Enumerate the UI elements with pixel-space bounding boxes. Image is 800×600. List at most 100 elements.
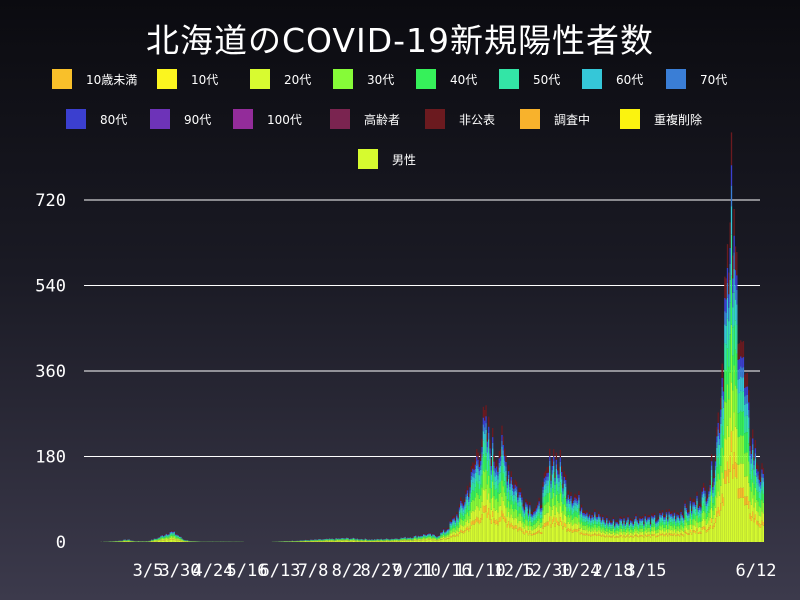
bar-segment (760, 485, 762, 489)
bar-segment (320, 541, 323, 542)
bar-segment (643, 525, 645, 528)
bar-segment (620, 523, 623, 526)
bar-segment (473, 463, 475, 470)
bar-segment (177, 539, 179, 541)
bar-segment (720, 416, 722, 424)
bar-segment (740, 366, 742, 377)
bar-segment (496, 466, 498, 471)
bar-segment (488, 432, 490, 440)
bar-segment (555, 452, 558, 460)
bar-segment (675, 519, 677, 521)
bar-segment (436, 540, 438, 542)
bar-segment (594, 511, 596, 514)
bar-segment (615, 525, 617, 528)
bar-segment (733, 208, 735, 236)
bar-segment (745, 432, 747, 453)
bar-segment (675, 523, 677, 526)
bar-segment (647, 522, 649, 525)
bar-segment (180, 537, 182, 539)
bar-segment (602, 516, 604, 519)
bar-segment (659, 518, 661, 522)
bar-segment (555, 468, 558, 475)
bar-segment (489, 440, 491, 449)
bar-segment (641, 520, 644, 523)
bar-segment (359, 541, 361, 542)
bar-segment (489, 475, 491, 489)
bar-segment (633, 519, 636, 521)
bar-segment (606, 519, 608, 521)
bar-segment (648, 534, 650, 537)
bar-segment (507, 521, 510, 526)
bar-segment (457, 518, 459, 521)
bar-segment (685, 504, 688, 508)
bar-segment (558, 468, 560, 475)
bar-segment (498, 521, 500, 542)
bar-segment (732, 278, 734, 293)
bar-segment (517, 510, 519, 517)
bar-segment (698, 502, 701, 507)
legend-swatch (520, 109, 540, 129)
bar-segment (745, 452, 747, 477)
bar-segment (647, 524, 649, 528)
bar-segment (718, 495, 721, 510)
bar-segment (740, 410, 742, 436)
bar-segment (631, 537, 633, 542)
bar-segment (340, 539, 343, 541)
bar-segment (484, 490, 486, 507)
bar-segment (677, 520, 680, 523)
x-tick-label: 9/21 (393, 561, 434, 581)
bar-segment (726, 476, 729, 542)
bar-segment (425, 538, 428, 540)
bar-segment (651, 523, 653, 527)
bar-segment (590, 528, 592, 532)
bar-segment (714, 507, 717, 519)
bar-segment (604, 522, 607, 524)
bar-segment (476, 521, 478, 542)
bar-segment (489, 453, 491, 459)
bar-segment (732, 430, 734, 465)
bar-segment (509, 528, 511, 542)
bar-segment (600, 535, 603, 537)
bar-segment (671, 535, 673, 542)
bar-segment (177, 537, 179, 539)
bar-segment (738, 436, 741, 465)
bar-segment (741, 392, 743, 413)
bar-segment (726, 461, 729, 477)
bar-segment (518, 527, 520, 531)
bar-segment (599, 534, 601, 536)
bar-segment (559, 466, 562, 473)
bar-segment (738, 378, 741, 393)
bar-segment (419, 535, 421, 537)
bar-segment (693, 498, 696, 503)
bar-segment (489, 514, 491, 520)
bar-segment (456, 512, 458, 515)
bar-segment (602, 531, 604, 535)
bar-segment (530, 530, 532, 534)
bar-segment (728, 436, 730, 470)
bar-segment (480, 453, 482, 462)
bar-segment (579, 534, 581, 542)
bar-segment (631, 527, 633, 531)
bar-segment (644, 518, 646, 521)
bar-segment (549, 460, 551, 466)
bar-segment (385, 539, 388, 541)
bar-segment (168, 534, 170, 536)
bar-segment (547, 492, 550, 503)
bar-segment (600, 518, 603, 521)
bar-segment (445, 531, 447, 533)
bar-segment (761, 477, 763, 483)
bar-segment (736, 304, 738, 325)
bar-segment (664, 536, 666, 542)
bar-segment (611, 526, 613, 529)
bar-segment (639, 525, 641, 529)
bar-segment (630, 520, 632, 522)
bar-segment (430, 536, 433, 537)
bar-segment (709, 517, 711, 526)
bar-segment (525, 506, 527, 510)
bar-segment (688, 517, 690, 521)
bar-segment (618, 525, 620, 528)
bar-segment (478, 488, 481, 499)
bar-segment (576, 512, 579, 519)
bar-segment (687, 521, 689, 526)
bar-segment (620, 525, 623, 529)
